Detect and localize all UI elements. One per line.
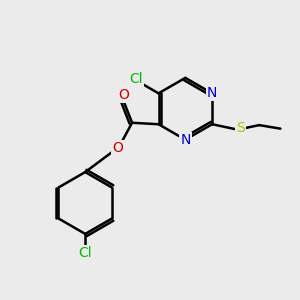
Text: N: N	[180, 133, 190, 147]
Text: Cl: Cl	[129, 72, 142, 86]
Text: O: O	[118, 88, 129, 102]
Text: Cl: Cl	[78, 246, 92, 260]
Text: O: O	[112, 141, 123, 155]
Text: N: N	[207, 86, 217, 100]
Text: S: S	[236, 121, 245, 135]
